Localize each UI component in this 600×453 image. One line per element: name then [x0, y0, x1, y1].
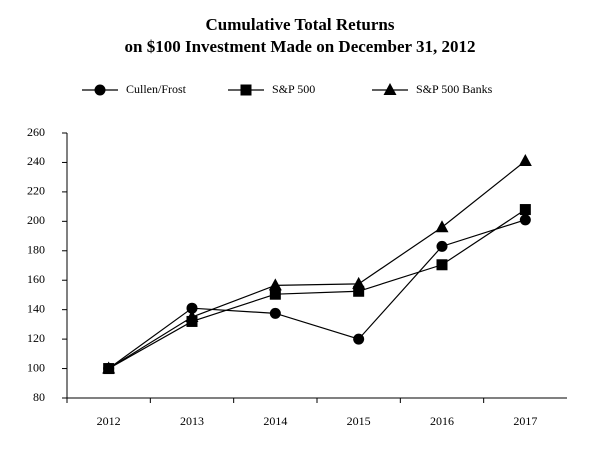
x-tick-label: 2014 [263, 414, 287, 428]
marker [353, 285, 365, 297]
series-line [108, 219, 526, 370]
legend-label: Cullen/Frost [126, 82, 187, 96]
marker [102, 361, 116, 374]
y-tick-label: 160 [27, 272, 45, 286]
y-tick-label: 180 [27, 243, 45, 257]
legend-marker [383, 83, 397, 95]
legend-label: S&P 500 [272, 82, 315, 96]
marker [269, 288, 281, 300]
y-tick-label: 260 [27, 125, 45, 139]
y-tick-label: 140 [27, 301, 45, 315]
marker [518, 153, 532, 166]
chart-subtitle: on $100 Investment Made on December 31, … [125, 37, 476, 56]
marker [268, 278, 282, 291]
marker [186, 302, 198, 314]
legend-marker [240, 84, 252, 96]
marker [269, 307, 281, 319]
y-tick-label: 220 [27, 184, 45, 198]
marker [519, 214, 531, 226]
y-tick-label: 120 [27, 331, 45, 345]
marker [436, 240, 448, 252]
y-tick-label: 100 [27, 360, 45, 374]
marker [353, 333, 365, 345]
marker [436, 259, 448, 271]
series-line [108, 160, 526, 370]
x-tick-label: 2012 [97, 414, 121, 428]
chart-title: Cumulative Total Returns [206, 15, 395, 34]
legend-label: S&P 500 Banks [416, 82, 493, 96]
y-tick-label: 200 [27, 213, 45, 227]
y-tick-label: 240 [27, 154, 45, 168]
x-tick-label: 2016 [430, 414, 454, 428]
legend-marker [94, 84, 106, 96]
x-tick-label: 2013 [180, 414, 204, 428]
marker [435, 220, 449, 233]
marker [352, 276, 366, 289]
x-tick-label: 2015 [347, 414, 371, 428]
x-tick-label: 2017 [513, 414, 537, 428]
y-tick-label: 80 [33, 390, 45, 404]
series-line [108, 209, 526, 370]
marker [185, 310, 199, 323]
marker [519, 204, 531, 216]
